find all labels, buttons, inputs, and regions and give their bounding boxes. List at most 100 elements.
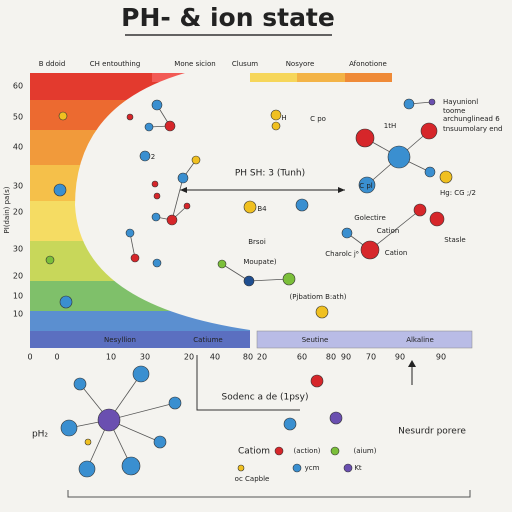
- y-tick-label: 40: [13, 143, 23, 152]
- annotation: B4: [257, 205, 267, 213]
- ion: [274, 446, 284, 456]
- bond: [221, 263, 250, 282]
- annotation: oc Capble: [235, 475, 270, 483]
- annotation: Charolc j⁶: [325, 250, 359, 258]
- x-tick-label: 60: [297, 353, 307, 362]
- header-label: B ddoid: [39, 60, 66, 68]
- header-label: Mone sicion: [174, 60, 215, 68]
- ion: [387, 145, 411, 169]
- ion: [166, 214, 178, 226]
- ion: [341, 227, 353, 239]
- ion: [413, 203, 427, 217]
- ion: [60, 419, 78, 437]
- x-tick-label: 0: [54, 353, 59, 362]
- bottom-bracket: [67, 490, 471, 498]
- title: PH- & ion state: [121, 3, 335, 32]
- bond: [108, 402, 176, 421]
- annotation: Sodenc a de (1psy): [222, 393, 309, 403]
- ion: [53, 183, 67, 197]
- ion: [164, 120, 176, 132]
- molecules: [45, 98, 453, 478]
- y-tick-label: 30: [13, 245, 23, 254]
- ion: [429, 211, 445, 227]
- ion: [283, 417, 297, 431]
- x-tick-label: 0: [27, 353, 32, 362]
- y-axis-label: PI(dain) pa(s): [3, 186, 11, 233]
- ion: [424, 166, 436, 178]
- ion: [84, 438, 92, 446]
- ion: [73, 377, 87, 391]
- ion: [153, 192, 161, 200]
- annotation: Brsoi: [248, 238, 266, 246]
- annotation: (Pjbatiom B:ath): [289, 293, 346, 301]
- y-tick-label: 60: [13, 82, 23, 91]
- annotation: Nesurdr porere: [398, 427, 466, 437]
- x-tick-label: 90: [341, 353, 351, 362]
- annotation: Hayunionl: [443, 98, 478, 106]
- header-label: Afonotione: [349, 60, 387, 68]
- annotation: tnsuumolary end: [443, 125, 502, 133]
- annotation: archunglinead 6: [443, 115, 500, 123]
- ion: [243, 275, 255, 287]
- ion: [58, 111, 68, 121]
- annotation: C pl: [359, 182, 373, 190]
- ion: [243, 200, 257, 214]
- ion: [177, 172, 189, 184]
- ion: [152, 258, 162, 268]
- ion: [310, 374, 324, 388]
- ion: [144, 122, 154, 132]
- annotation: Hg: CG ;/2: [440, 189, 476, 197]
- ion: [439, 170, 453, 184]
- annotation: ycm: [305, 464, 320, 472]
- x-tick-label: 30: [140, 353, 150, 362]
- ion: [355, 128, 375, 148]
- bracket: [196, 355, 300, 411]
- ion: [139, 150, 151, 162]
- annotation: toome: [443, 107, 465, 115]
- ion: [78, 460, 96, 478]
- y-tick-label: 10: [13, 292, 23, 301]
- y-tick-label: 30: [13, 182, 23, 191]
- ion: [45, 255, 55, 265]
- ion: [97, 408, 121, 432]
- curve-cutout: [75, 73, 250, 330]
- bond: [248, 278, 290, 282]
- x-tick-label: 70: [366, 353, 376, 362]
- ion: [153, 435, 167, 449]
- x-tick-label: 90: [395, 353, 405, 362]
- x-tick-label: 90: [436, 353, 446, 362]
- ion: [126, 113, 134, 121]
- ion: [282, 272, 296, 286]
- ion: [168, 396, 182, 410]
- annotation: C po: [310, 115, 326, 123]
- x-tick-label: 80: [243, 353, 253, 362]
- y-tick-label: 10: [13, 310, 23, 319]
- ion: [315, 305, 329, 319]
- annotation: pH₂: [32, 430, 48, 440]
- ion: [217, 259, 227, 269]
- ion: [191, 155, 201, 165]
- ion: [151, 212, 161, 222]
- y-tick-label: 50: [13, 113, 23, 122]
- header-label: Nosyore: [286, 60, 315, 68]
- annotation: Kt: [354, 464, 362, 472]
- header-label: CH entouthing: [90, 60, 141, 68]
- ion: [428, 98, 436, 106]
- up-arrow-head: [408, 360, 416, 367]
- annotation: Catiom: [238, 447, 270, 457]
- ion: [121, 456, 141, 476]
- ion: [270, 109, 282, 121]
- ion: [295, 198, 309, 212]
- ion: [151, 180, 159, 188]
- x-tick-label: 20: [257, 353, 267, 362]
- band-label: Alkaline: [406, 336, 434, 344]
- annotation: (aium): [354, 447, 377, 455]
- ion: [130, 253, 140, 263]
- band-label: Catiume: [193, 336, 222, 344]
- x-tick-label: 10: [106, 353, 116, 362]
- ion: [292, 463, 302, 473]
- y-tick-label: 20: [13, 208, 23, 217]
- ion: [183, 202, 191, 210]
- ion: [420, 122, 438, 140]
